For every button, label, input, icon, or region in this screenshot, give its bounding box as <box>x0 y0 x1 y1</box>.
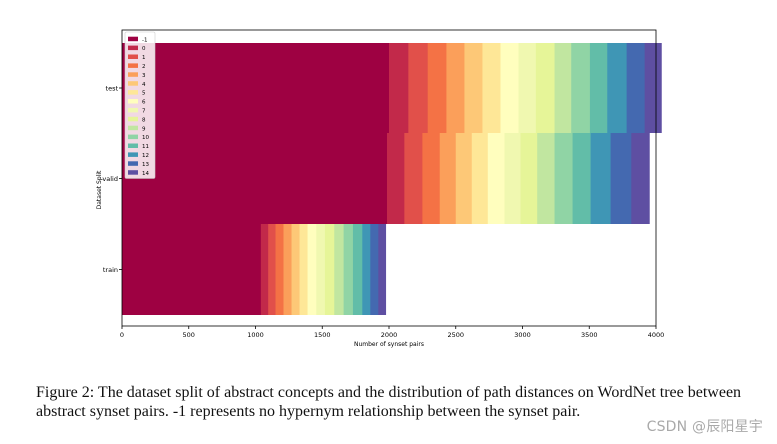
bar-train-series-5 <box>299 224 308 315</box>
legend-swatch-3 <box>128 72 138 77</box>
legend-label-5: 5 <box>142 91 146 97</box>
x-tick-label: 1000 <box>247 331 264 339</box>
y-tick-label-valid: valid <box>102 175 118 183</box>
bar-valid-series-11 <box>572 133 591 224</box>
y-axis-label: Dataset Split <box>96 170 103 209</box>
bar-test-series-8 <box>535 43 555 133</box>
figure-caption: Figure 2: The dataset split of abstract … <box>36 384 742 420</box>
bar-train-series-11 <box>352 224 363 315</box>
legend-swatch-8 <box>128 116 138 122</box>
bar-valid-series-7 <box>504 133 521 224</box>
chart-container: 0 500 1000 1500 2000 2500 3000 3500 4000 test vali… <box>96 29 665 348</box>
bar-train-series--1 <box>122 224 262 315</box>
bar-valid-series-14 <box>631 133 650 224</box>
x-tick-label: 500 <box>183 331 195 339</box>
legend-label-3: 3 <box>142 73 146 79</box>
x-axis-label: Number of synset pairs <box>354 341 424 348</box>
legend-swatch-1 <box>128 54 138 59</box>
legend-swatch-13 <box>128 161 138 166</box>
legend-swatch-10 <box>128 134 138 140</box>
legend-swatch-9 <box>128 125 138 131</box>
bar-test-series-9 <box>554 43 572 133</box>
legend-swatch-0 <box>128 45 138 51</box>
bar-train-series-6 <box>307 224 317 315</box>
legend-label-10: 10 <box>142 135 149 141</box>
legend-label-1: 1 <box>142 55 146 61</box>
x-tick-label: 1500 <box>314 331 331 339</box>
bar-valid-series-0 <box>387 133 405 224</box>
bar-valid-series-9 <box>537 133 555 224</box>
legend-swatch-6 <box>128 99 138 104</box>
bar-train-series-7 <box>316 224 326 315</box>
legend-swatch-5 <box>128 90 138 95</box>
bar-valid-series-1 <box>404 133 423 224</box>
x-tick-label: 0 <box>120 331 124 339</box>
bar-valid-series-12 <box>590 133 612 224</box>
y-tick-label-test: test <box>106 84 119 92</box>
bar-test-series-7 <box>518 43 537 133</box>
legend-swatch-14 <box>128 170 138 175</box>
bar-train-series-14 <box>378 224 387 315</box>
bar-test-series-10 <box>571 43 591 133</box>
bar-train-series-0 <box>260 224 269 315</box>
bar-test-series-12 <box>607 43 628 133</box>
legend-label-12: 12 <box>142 153 149 159</box>
legend-label-8: 8 <box>142 117 146 123</box>
bar-valid-series-8 <box>520 133 538 224</box>
legend-label-11: 11 <box>142 144 149 150</box>
legend-label--1: -1 <box>142 37 147 43</box>
bar-train-series-1 <box>268 224 276 315</box>
bar-valid-series-13 <box>610 133 632 224</box>
x-tick-label: 3000 <box>514 331 531 339</box>
legend-swatch-11 <box>128 143 138 148</box>
legend-label-2: 2 <box>142 64 146 70</box>
bar-test-series--1 <box>122 43 390 133</box>
bar-test-series-6 <box>500 43 519 133</box>
legend-swatch-12 <box>128 152 138 157</box>
bar-train-series-9 <box>334 224 345 315</box>
bar-test-series-4 <box>464 43 483 133</box>
bar-train-series-4 <box>291 224 300 315</box>
bar-test-series-2 <box>427 43 447 133</box>
y-tick-label-train: train <box>103 266 118 274</box>
legend-swatch-2 <box>128 63 138 68</box>
legend-swatch-7 <box>128 107 138 113</box>
bar-train-series-8 <box>324 224 335 315</box>
legend-box <box>124 31 156 179</box>
legend-label-13: 13 <box>142 162 149 168</box>
bar-test-series-0 <box>389 43 409 133</box>
bar-test-series-3 <box>446 43 465 133</box>
bar-train-series-12 <box>362 224 371 315</box>
legend-label-6: 6 <box>142 100 146 106</box>
legend-label-0: 0 <box>142 46 146 52</box>
bar-train-series-10 <box>343 224 354 315</box>
legend-label-9: 9 <box>142 126 146 132</box>
bar-test-series-13 <box>626 43 646 133</box>
bar-train-series-13 <box>370 224 379 315</box>
bar-test-series-11 <box>589 43 608 133</box>
bar-valid-series-4 <box>455 133 473 224</box>
x-tick-label: 2000 <box>381 331 398 339</box>
x-tick-label: 2500 <box>447 331 464 339</box>
bar-test-series-14 <box>644 43 662 133</box>
bar-valid-series-5 <box>471 133 489 224</box>
bar-valid-series-10 <box>554 133 573 224</box>
legend-label-7: 7 <box>142 108 146 114</box>
bar-valid-series-6 <box>487 133 505 224</box>
bar-valid-series-3 <box>439 133 457 224</box>
bar-train-series-2 <box>275 224 284 315</box>
stacked-bar-chart: 0 500 1000 1500 2000 2500 3000 3500 4000 test vali… <box>96 29 665 348</box>
watermark: CSDN @辰阳星宇 <box>646 419 763 435</box>
legend-label-4: 4 <box>142 82 146 88</box>
bar-test-series-1 <box>408 43 429 133</box>
legend-label-14: 14 <box>142 171 149 177</box>
bar-valid-series--1 <box>122 133 388 224</box>
x-tick-label: 3500 <box>581 331 598 339</box>
bar-train-series-3 <box>283 224 292 315</box>
x-tick-label: 4000 <box>648 331 665 339</box>
bar-valid-series-2 <box>422 133 441 224</box>
legend-swatch-4 <box>128 81 138 86</box>
bar-test-series-5 <box>482 43 501 133</box>
legend-swatch--1 <box>128 36 138 42</box>
